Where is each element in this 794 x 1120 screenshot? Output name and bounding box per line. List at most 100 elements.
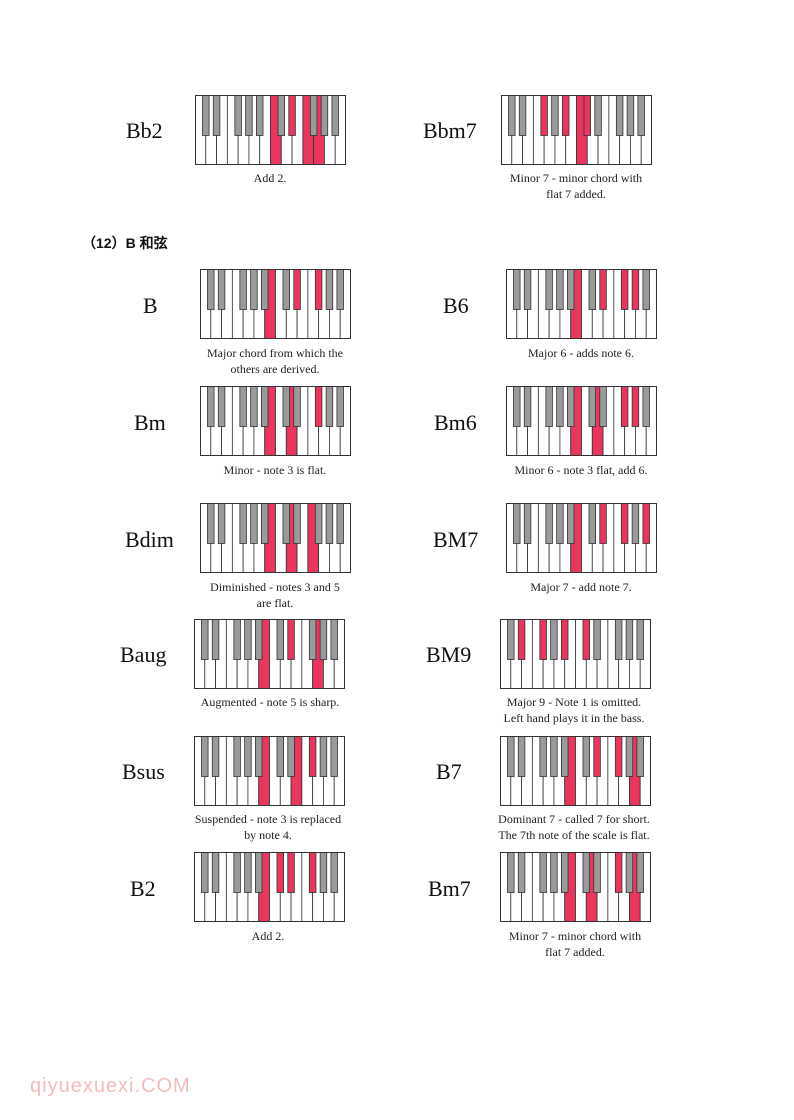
black-key [582, 619, 590, 660]
black-key [255, 736, 263, 777]
black-key [256, 95, 264, 136]
keyboard-frame [195, 95, 346, 165]
black-key [631, 386, 640, 427]
black-key [523, 503, 532, 544]
black-key [250, 269, 258, 310]
chord-name: B2 [130, 876, 156, 901]
chord-caption: Dominant 7 - called 7 for short. The 7th… [498, 812, 650, 842]
black-key [614, 736, 623, 777]
black-key [308, 852, 317, 893]
black-key [593, 736, 601, 777]
chord-name: B7 [436, 759, 462, 784]
keyboard-frame [500, 736, 651, 806]
keyboard-frame [200, 503, 351, 573]
black-key [239, 503, 247, 544]
black-key [233, 736, 241, 777]
black-key [287, 852, 295, 893]
black-key [615, 95, 624, 136]
black-key [513, 269, 521, 310]
black-key [309, 95, 318, 136]
black-key [637, 95, 645, 136]
black-key [550, 852, 558, 893]
site-watermark: qiyuexuexi.COM [30, 1075, 191, 1097]
keyboard-frame [500, 852, 651, 922]
keyboard-frame [194, 852, 345, 922]
black-key [556, 269, 564, 310]
chord-name: BM7 [433, 527, 479, 552]
keyboard-diagram [200, 386, 351, 456]
black-key [625, 852, 634, 893]
black-key [261, 386, 269, 427]
black-key [212, 95, 221, 136]
chord-caption: Major 7 - add note 7. [530, 580, 632, 594]
black-key [255, 852, 263, 893]
black-key [556, 503, 564, 544]
keyboard-frame [194, 619, 345, 689]
black-key [551, 95, 559, 136]
keyboard-diagram [506, 269, 657, 339]
keyboard-diagram [500, 736, 651, 806]
black-key [567, 503, 575, 544]
black-key [620, 386, 629, 427]
black-key [276, 736, 284, 777]
black-key [594, 95, 602, 136]
black-key [582, 852, 590, 893]
chord-caption: Minor 7 - minor chord with flat 7 added. [508, 929, 642, 959]
black-key [244, 852, 252, 893]
black-key [250, 503, 258, 544]
black-key [614, 852, 623, 893]
black-key [282, 503, 290, 544]
black-key [523, 386, 532, 427]
chord-name: Bdim [125, 527, 174, 552]
black-key [202, 95, 210, 136]
chord-caption: Minor 6 - note 3 flat, add 6. [514, 463, 648, 477]
black-key [201, 736, 209, 777]
chord-name: Bm [134, 410, 166, 435]
black-key [325, 386, 334, 427]
black-key [599, 503, 607, 544]
black-key [314, 269, 323, 310]
black-key [330, 736, 338, 777]
black-key [539, 619, 547, 660]
black-key [513, 386, 521, 427]
black-key [261, 503, 269, 544]
chord-name: B6 [443, 293, 469, 318]
keyboard-diagram [194, 736, 345, 806]
black-key [282, 386, 290, 427]
black-key [593, 619, 601, 660]
black-key [636, 736, 644, 777]
black-key [540, 95, 548, 136]
black-key [336, 503, 344, 544]
black-key [593, 852, 601, 893]
black-key [211, 852, 220, 893]
keyboard-diagram [500, 619, 651, 689]
black-key [507, 736, 515, 777]
keyboard-frame [501, 95, 652, 165]
chord-caption: Major 6 - adds note 6. [528, 346, 634, 360]
chord-caption: Major chord from which the others are de… [207, 346, 343, 376]
keyboard-diagram [500, 852, 651, 922]
keyboard-diagram [506, 503, 657, 573]
black-key [636, 619, 644, 660]
black-key [293, 269, 301, 310]
black-key [550, 619, 558, 660]
chord-name: B [143, 293, 158, 318]
black-key [250, 386, 258, 427]
chord-caption: Diminished - notes 3 and 5 are flat. [210, 580, 340, 610]
black-key [545, 503, 553, 544]
chord-name: Bbm7 [423, 118, 477, 143]
black-key [631, 503, 640, 544]
black-key [325, 503, 334, 544]
chord-caption: Minor - note 3 is flat. [223, 463, 327, 477]
black-key [517, 736, 526, 777]
black-key [293, 503, 301, 544]
black-key [319, 852, 328, 893]
black-key [545, 269, 553, 310]
chord-caption: Add 2. [253, 171, 287, 185]
keyboard-diagram [194, 619, 345, 689]
chord-caption: Augmented - note 5 is sharp. [200, 695, 340, 709]
black-key [642, 386, 650, 427]
black-key [636, 852, 644, 893]
black-key [562, 95, 570, 136]
black-key [217, 269, 226, 310]
